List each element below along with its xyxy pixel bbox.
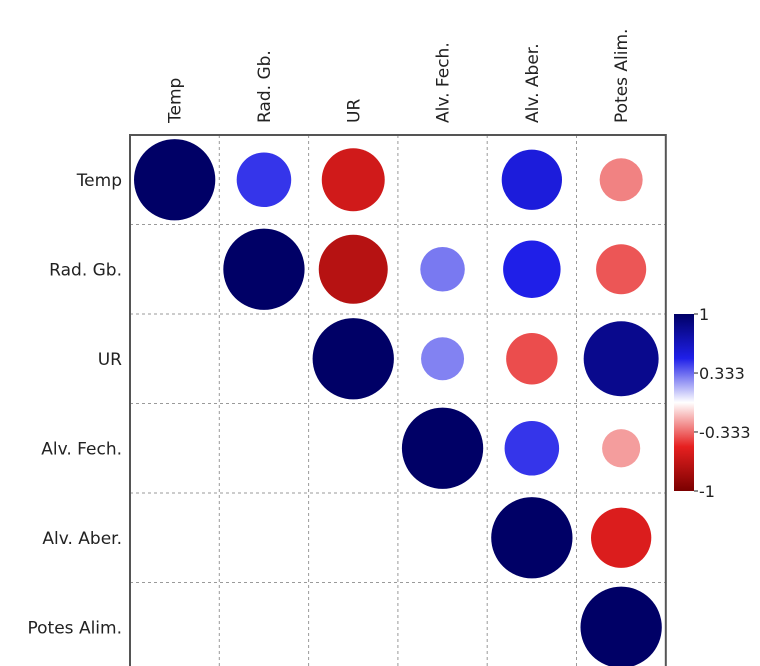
correlation-circle-3-3: [401, 407, 484, 489]
row-labels: Temp Rad. Gb. UR Alv. Fech. Alv. Aber. Potes …: [28, 171, 123, 639]
correlation-circle-0-2: [321, 148, 385, 212]
row-label: UR: [98, 350, 122, 370]
correlation-circle-0-4: [501, 149, 562, 210]
correlation-circle-3-5: [602, 429, 641, 468]
row-label: Temp: [76, 171, 122, 191]
correlation-circle-4-5: [591, 507, 652, 568]
colorbar-tick-label: -1: [699, 482, 715, 501]
row-label: Alv. Aber.: [42, 529, 122, 549]
column-label: Rad. Gb.: [255, 50, 275, 123]
correlation-circle-0-0: [134, 139, 216, 221]
correlation-circle-2-5: [583, 321, 659, 397]
correlation-circle-5-5: [580, 586, 662, 666]
correlation-circle-1-3: [420, 246, 465, 292]
row-label: Alv. Fech.: [41, 439, 122, 459]
colorbar-tick-label: -0.333: [699, 423, 751, 442]
row-label: Rad. Gb.: [49, 260, 122, 280]
correlation-circle-1-5: [596, 244, 647, 295]
correlation-circle-0-1: [236, 152, 292, 208]
column-label: Temp: [166, 78, 186, 124]
column-label: Potes Alim.: [612, 29, 632, 123]
correlation-circle-0-5: [599, 158, 643, 202]
correlation-circles: [134, 139, 662, 666]
column-label: UR: [344, 99, 364, 123]
grid: [130, 135, 666, 666]
row-label: Potes Alim.: [28, 618, 122, 638]
correlation-circle-1-1: [223, 228, 305, 310]
colorbar-tick-label: 0.333: [699, 364, 745, 383]
correlation-circle-4-4: [491, 497, 573, 579]
correlation-circle-2-2: [312, 318, 394, 400]
correlation-circle-1-2: [318, 234, 388, 304]
colorbar: 1 0.333 -0.333 -1: [674, 305, 751, 501]
correlation-circle-1-4: [503, 240, 561, 298]
correlation-circle-2-4: [506, 333, 558, 385]
plot-border: [129, 134, 667, 666]
column-label: Alv. Fech.: [434, 42, 454, 123]
correlation-circle-3-4: [504, 420, 560, 476]
colorbar-gradient: [674, 314, 694, 491]
correlation-circle-2-3: [421, 337, 465, 381]
colorbar-tick-label: 1: [699, 305, 709, 324]
column-label: Alv. Aber.: [523, 43, 543, 123]
plot-frame: [129, 134, 667, 666]
column-labels: Temp Rad. Gb. UR Alv. Fech. Alv. Aber. Potes …: [166, 29, 633, 124]
